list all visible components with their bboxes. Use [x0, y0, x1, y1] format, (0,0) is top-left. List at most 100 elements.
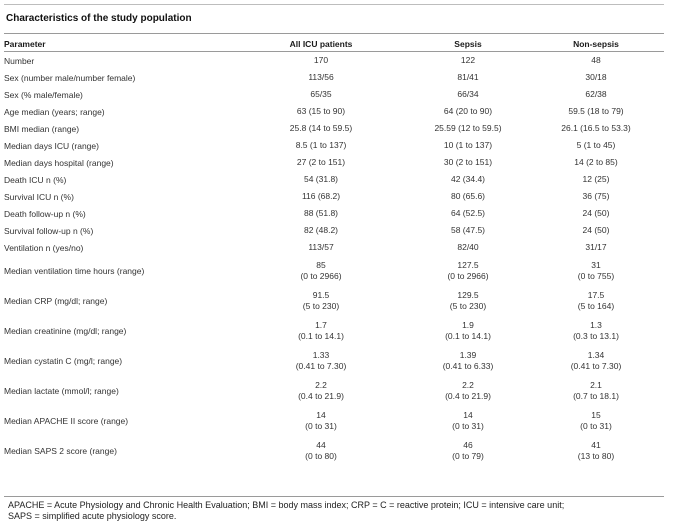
row-label: Median creatinine (mg/dl; range) [4, 326, 127, 336]
cell-range: (0 to 31) [580, 421, 612, 431]
table-row: Sex (% male/female) 65/35 66/34 62/38 [4, 86, 664, 103]
cell-non-sepsis: 59.5 (18 to 79) [568, 106, 624, 116]
cell-range: (0 to 755) [577, 271, 615, 281]
cell-all-icu: 82 (48.2) [303, 225, 339, 235]
cell-range: (0.1 to 14.1) [298, 331, 344, 341]
cell-median: 44 [316, 440, 326, 450]
row-label: Age median (years; range) [4, 106, 105, 117]
row-label: Median lactate (mmol/l; range) [4, 386, 119, 396]
table-row: Median cystatin C (mg/l; range) 1.33 (0.41… [4, 346, 664, 376]
cell-range: (0.3 to 13.1) [573, 331, 619, 341]
table-row: Sex (number male/number female) 113/56 81/… [4, 69, 664, 86]
row-label: Death follow-up n (%) [4, 208, 86, 219]
cell-all-icu: 1.33 (0.41 to 7.30) [234, 346, 408, 376]
row-label: Median CRP (mg/dl; range) [4, 296, 108, 306]
cell-sepsis: 64 (20 to 90) [443, 106, 493, 116]
cell-all-icu: 44 (0 to 80) [234, 436, 408, 466]
cell-sepsis: 81/41 [457, 72, 479, 82]
row-label: Survival follow-up n (%) [4, 225, 94, 236]
table-row: Survival follow-up n (%) 82 (48.2) 58 (47.… [4, 222, 664, 239]
cell-sepsis: 64 (52.5) [450, 208, 486, 218]
row-label: BMI median (range) [4, 123, 80, 134]
cell-range: (5 to 230) [302, 301, 340, 311]
cell-median: 91.5 [312, 290, 330, 300]
cell-range: (0 to 2966) [447, 271, 489, 281]
row-label: Median cystatin C (mg/l; range) [4, 356, 123, 366]
cell-non-sepsis: 36 (75) [582, 191, 610, 201]
table-row: Death follow-up n (%) 88 (51.8) 64 (52.5) 2… [4, 205, 664, 222]
table-row: Median days hospital (range) 27 (2 to 151… [4, 154, 664, 171]
row-label: Median days ICU (range) [4, 140, 99, 151]
cell-non-sepsis: 31/17 [585, 242, 607, 252]
cell-median: 1.3 [590, 320, 602, 330]
cell-range: (0 to 80) [305, 451, 337, 461]
cell-non-sepsis: 41 (13 to 80) [528, 436, 664, 466]
cell-non-sepsis: 17.5 (5 to 164) [528, 286, 664, 316]
cell-sepsis: 30 (2 to 151) [443, 157, 493, 167]
cell-all-icu: 65/35 [310, 89, 332, 99]
cell-all-icu: 2.2 (0.4 to 21.9) [234, 376, 408, 406]
table-row: Median ventilation time hours (range) 85(… [4, 256, 664, 286]
cell-sepsis: 1.39 (0.41 to 6.33) [408, 346, 528, 376]
cell-non-sepsis: 1.3 (0.3 to 13.1) [528, 316, 664, 346]
footnote-line: APACHE = Acute Physiology and Chronic He… [8, 500, 565, 510]
cell-range: (0.4 to 21.9) [445, 391, 491, 401]
header-parameter: Parameter [4, 38, 46, 49]
header-top-rule [4, 33, 664, 34]
cell-median: 46 [463, 440, 473, 450]
cell-all-icu: 91.5 (5 to 230) [234, 286, 408, 316]
cell-non-sepsis: 1.34 (0.41 to 7.30) [528, 346, 664, 376]
cell-range: (0.41 to 7.30) [570, 361, 622, 371]
cell-all-icu: 85 (0 to 2966) [234, 256, 408, 286]
cell-median: 41 [591, 440, 601, 450]
cell-range: (13 to 80) [577, 451, 615, 461]
cell-range: (0.4 to 21.9) [298, 391, 344, 401]
table-row: Survival ICU n (%) 116 (68.2) 80 (65.6) 36 … [4, 188, 664, 205]
cell-all-icu: 8.5 (1 to 137) [295, 140, 347, 150]
cell-range: (0.7 to 18.1) [573, 391, 619, 401]
cell-median: 14 [463, 410, 473, 420]
cell-sepsis: 66/34 [457, 89, 479, 99]
cell-non-sepsis: 14 (2 to 85) [574, 157, 618, 167]
cell-median: 85 [316, 260, 326, 270]
cell-sepsis: 14 (0 to 31) [408, 406, 528, 436]
cell-median: 14 [316, 410, 326, 420]
cell-non-sepsis: 26.1 (16.5 to 53.3) [561, 123, 631, 133]
cell-range: (0 to 31) [452, 421, 484, 431]
cell-non-sepsis: 5 (1 to 45) [576, 140, 616, 150]
row-label: Sex (number male/number female) [4, 72, 136, 83]
cell-all-icu: 27 (2 to 151) [296, 157, 346, 167]
cell-non-sepsis: 2.1 (0.7 to 18.1) [528, 376, 664, 406]
cell-non-sepsis: 30/18 [585, 72, 607, 82]
table-row: Age median (years; range) 63 (15 to 90) 64… [4, 103, 664, 120]
cell-non-sepsis: 24 (50) [582, 225, 610, 235]
table-row: Median lactate (mmol/l; range) 2.2 (0.4 to… [4, 376, 664, 406]
cell-sepsis: 1.9 (0.1 to 14.1) [408, 316, 528, 346]
row-label: Death ICU n (%) [4, 174, 67, 185]
cell-range: (0.41 to 6.33) [442, 361, 494, 371]
footer-rule [4, 496, 664, 497]
top-rule [4, 4, 664, 5]
table-row: BMI median (range) 25.8 (14 to 59.5) 25.59… [4, 120, 664, 137]
cell-non-sepsis: 48 [591, 55, 601, 65]
cell-median: 1.39 [459, 350, 477, 360]
cell-range: (0 to 79) [452, 451, 484, 461]
cell-all-icu: 113/57 [308, 242, 334, 252]
cell-range: (0.1 to 14.1) [445, 331, 491, 341]
header-all-icu: All ICU patients [289, 38, 353, 49]
row-label: Median SAPS 2 score (range) [4, 446, 117, 456]
cell-sepsis: 42 (34.4) [450, 174, 486, 184]
cell-median: 1.9 [462, 320, 474, 330]
cell-range: (5 to 164) [577, 301, 615, 311]
table-row: Ventilation n (yes/no) 113/57 82/40 31/17 [4, 239, 664, 256]
cell-sepsis: 122 [460, 55, 476, 65]
cell-sepsis: 10 (1 to 137) [443, 140, 493, 150]
cell-non-sepsis: 12 (25) [582, 174, 610, 184]
cell-sepsis: 25.59 (12 to 59.5) [434, 123, 502, 133]
footnote-line: SAPS = simplified acute physiology score… [8, 511, 177, 521]
header-bottom-rule [4, 51, 664, 52]
cell-sepsis: 46 (0 to 79) [408, 436, 528, 466]
table-row: Median days ICU (range) 8.5 (1 to 137) 10 … [4, 137, 664, 154]
header-sepsis: Sepsis [454, 38, 482, 49]
